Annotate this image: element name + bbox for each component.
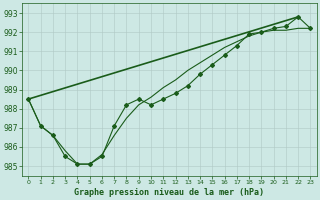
X-axis label: Graphe pression niveau de la mer (hPa): Graphe pression niveau de la mer (hPa) [74,188,264,197]
